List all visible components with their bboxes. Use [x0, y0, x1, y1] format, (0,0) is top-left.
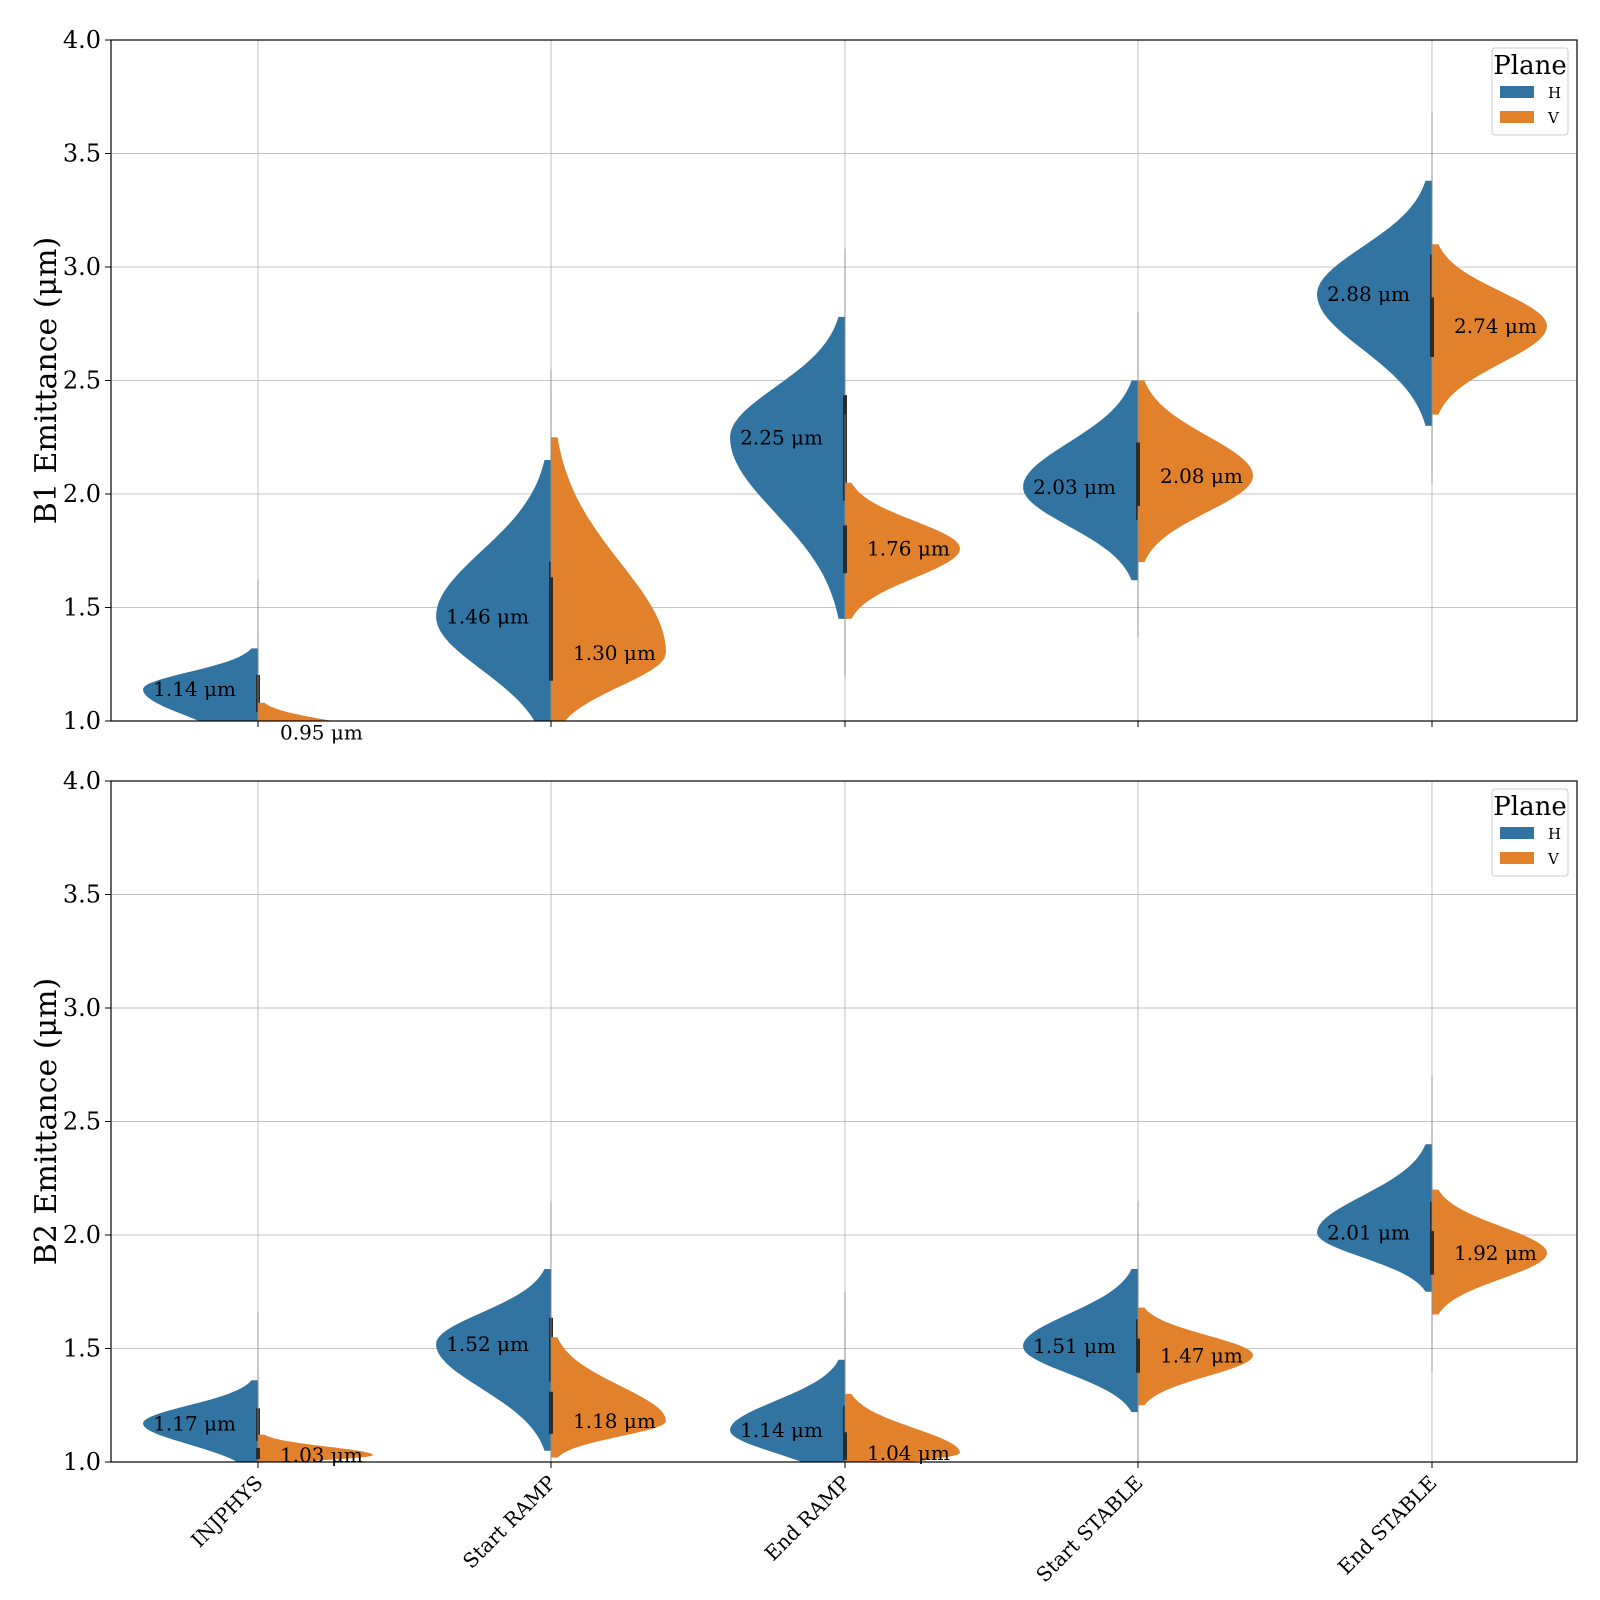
b2-median-label-h: 2.01 μm	[1327, 1221, 1410, 1245]
b1-violin-h	[1023, 380, 1138, 581]
b2-violin-v	[1138, 1307, 1253, 1406]
b2-violin-v	[845, 1393, 960, 1462]
b2-violin-h	[143, 1380, 258, 1462]
b1-violin-h	[1317, 180, 1432, 426]
b1-violin-h	[730, 316, 845, 619]
b2-ytick-label: 4.0	[63, 767, 101, 795]
b2-category-label: Start STABLE	[1031, 1471, 1147, 1587]
b2-legend-swatch-v	[1500, 852, 1534, 864]
b2-ylabel: B2 Emittance (μm)	[29, 978, 64, 1265]
b1-plot-frame	[110, 39, 1578, 722]
b1-ytick-label: 1.5	[63, 594, 101, 622]
b1-ytick-label: 3.5	[63, 140, 101, 168]
b2-violin-h	[1317, 1144, 1432, 1292]
b2-median-label-h: 1.52 μm	[446, 1332, 529, 1356]
b2-category-label: End STABLE	[1333, 1471, 1442, 1580]
b2-median-label-v: 1.47 μm	[1160, 1343, 1243, 1367]
b1-violin-v	[258, 702, 334, 721]
b2-ytick-label: 1.0	[63, 1448, 101, 1476]
b2-median-label-h: 1.17 μm	[153, 1411, 236, 1435]
b1-legend-entry-h: H	[1548, 84, 1561, 102]
b1-legend-swatch-v	[1500, 111, 1534, 123]
b1-median-label-v: 2.74 μm	[1454, 314, 1537, 338]
b2-plot-frame	[110, 780, 1578, 1463]
b1-median-label-v: 1.30 μm	[573, 641, 656, 665]
b1-violin-v	[845, 482, 960, 619]
b2-violin-v	[551, 1337, 666, 1458]
b2-violin-h	[1023, 1269, 1138, 1413]
b1-median-label-v: 0.95 μm	[280, 720, 363, 744]
b1-ytick-label: 1.0	[63, 707, 101, 735]
b1-violin-h	[436, 460, 551, 721]
b1-median-label-h: 1.46 μm	[446, 605, 529, 629]
b1-ytick-label: 4.0	[63, 26, 101, 54]
b1-violin-v	[551, 437, 666, 721]
b1-median-label-h: 1.14 μm	[153, 677, 236, 701]
b2-median-label-h: 1.51 μm	[1033, 1334, 1116, 1358]
b2-median-label-v: 1.92 μm	[1454, 1241, 1537, 1265]
b2-median-label-v: 1.18 μm	[573, 1409, 656, 1433]
b2-ytick-label: 1.5	[63, 1335, 101, 1363]
b2-violin-v	[1432, 1189, 1547, 1315]
b1-ylabel: B1 Emittance (μm)	[29, 237, 64, 524]
b2-category-label: INJPHYS	[186, 1471, 267, 1552]
b1-violin-h	[143, 648, 258, 721]
b1-median-label-v: 2.08 μm	[1160, 464, 1243, 488]
b2-ytick-label: 3.0	[63, 994, 101, 1022]
b2-median-label-v: 1.03 μm	[280, 1443, 363, 1467]
b2-violin-h	[436, 1269, 551, 1451]
b2-ytick-label: 2.5	[63, 1108, 101, 1136]
b2-legend-title: Plane	[1493, 792, 1566, 822]
b1-median-label-h: 2.03 μm	[1033, 475, 1116, 499]
b2-violin-h	[730, 1359, 845, 1462]
b2-median-label-v: 1.04 μm	[867, 1441, 950, 1465]
b2-ytick-label: 2.0	[63, 1221, 101, 1249]
b2-legend-swatch-h	[1500, 827, 1534, 839]
b1-legend-entry-v: V	[1547, 109, 1560, 127]
b1-ytick-label: 3.0	[63, 253, 101, 281]
b1-median-label-h: 2.88 μm	[1327, 282, 1410, 306]
b1-legend-title: Plane	[1493, 51, 1566, 81]
b2-violin-v	[258, 1434, 373, 1462]
b1-median-label-v: 1.76 μm	[867, 536, 950, 560]
b1-legend-swatch-h	[1500, 86, 1534, 98]
b2-category-label: Start RAMP	[458, 1471, 561, 1574]
b2-category-label: End RAMP	[760, 1471, 855, 1566]
b1-violin-v	[1432, 244, 1547, 415]
b2-median-label-h: 1.14 μm	[740, 1418, 823, 1442]
b2-ytick-label: 3.5	[63, 881, 101, 909]
b2-legend-entry-h: H	[1548, 825, 1561, 843]
b1-ytick-label: 2.0	[63, 480, 101, 508]
b1-median-label-h: 2.25 μm	[740, 425, 823, 449]
b1-ytick-label: 2.5	[63, 367, 101, 395]
b1-violin-v	[1138, 380, 1253, 563]
b2-legend-entry-v: V	[1547, 850, 1560, 868]
